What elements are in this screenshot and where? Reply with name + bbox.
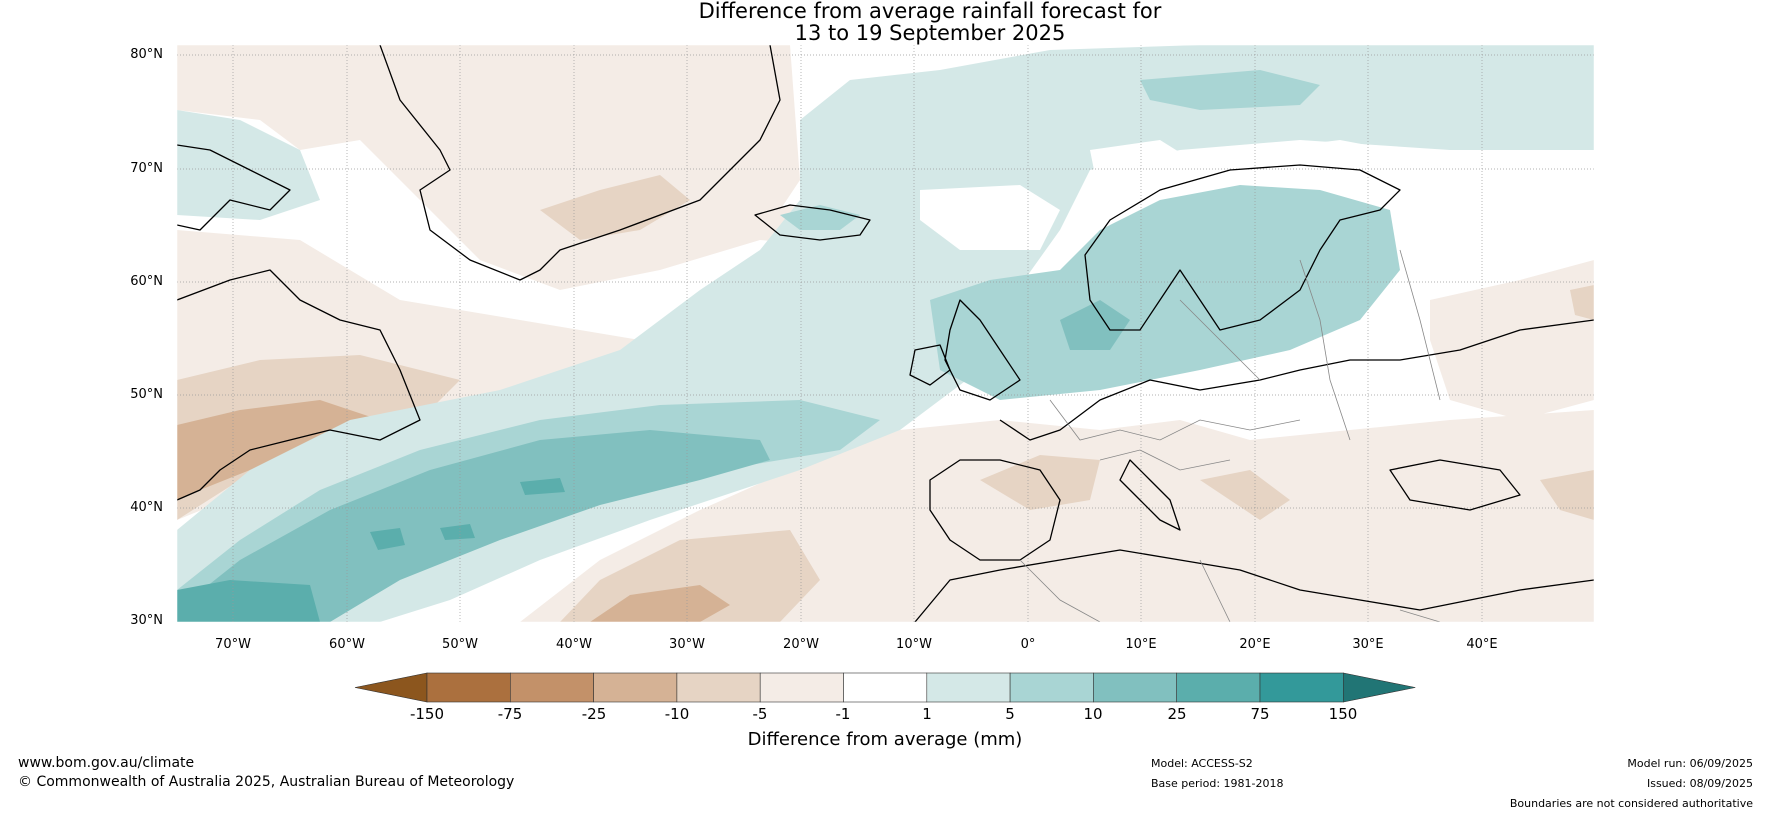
country-borders xyxy=(1019,249,1441,622)
dry-region-spain xyxy=(980,455,1100,510)
wet-region-cell-1 xyxy=(520,478,565,495)
dry-region-greenland-east xyxy=(540,175,690,240)
wet-region-svalbard xyxy=(1140,70,1320,110)
footer-disclaimer: Boundaries are not considered authoritat… xyxy=(1509,797,1753,810)
colorbar-title: Difference from average (mm) xyxy=(747,729,1023,750)
coast-labrador xyxy=(177,269,421,501)
colorbar-tick-label: -10 xyxy=(664,705,690,723)
wet-region-subtropical-core xyxy=(177,430,770,622)
coast-baffin xyxy=(177,144,291,231)
colorbar-tick-label: -25 xyxy=(581,705,607,723)
lon-label-10e: 10°E xyxy=(1125,637,1157,652)
lon-label-10w: 10°W xyxy=(896,637,932,652)
neutral-zone-norway-sea xyxy=(1260,140,1460,180)
lon-label-50w: 50°W xyxy=(442,637,478,652)
colorbar-tick-label: 75 xyxy=(1250,705,1270,723)
coast-iceland xyxy=(754,204,871,241)
wet-region-cell-2 xyxy=(370,528,405,550)
map-title-line1: Difference from average rainfall forecas… xyxy=(698,0,1162,23)
coast-africa xyxy=(914,549,1594,622)
colorbar-segment xyxy=(1093,672,1178,703)
lon-label-40e: 40°E xyxy=(1466,637,1498,652)
coast-ireland xyxy=(909,344,951,386)
dry-region-russia xyxy=(1430,260,1594,420)
colorbar-segment xyxy=(426,672,511,703)
colorbar-tick-label: 5 xyxy=(1005,705,1015,723)
colorbar-tick-label: 10 xyxy=(1083,705,1103,723)
colorbar-tick-label: 1 xyxy=(922,705,932,723)
colorbar-segment xyxy=(1176,672,1261,703)
lon-label-60w: 60°W xyxy=(329,637,365,652)
colorbar-tick-label: -150 xyxy=(409,705,445,723)
lon-label-30w: 30°W xyxy=(669,637,705,652)
lon-label-0: 0° xyxy=(1020,637,1036,652)
colorbar-tick-label: 150 xyxy=(1328,705,1358,723)
colorbar-tick-label: -5 xyxy=(752,705,768,723)
wet-region-labrador xyxy=(177,110,320,220)
footer-model-run: Model run: 06/09/2025 xyxy=(1627,757,1753,770)
colorbar-segment xyxy=(593,672,678,703)
dry-region-subtropics-core xyxy=(590,585,730,622)
coast-uk xyxy=(944,299,1021,401)
coast-iberia xyxy=(929,459,1061,561)
dry-region-black-sea xyxy=(1540,470,1594,520)
lat-label-30: 30°N xyxy=(130,613,163,628)
lat-label-50: 50°N xyxy=(130,387,163,402)
lat-label-40: 40°N xyxy=(130,500,163,515)
lon-label-20e: 20°E xyxy=(1239,637,1271,652)
dry-region-balkans xyxy=(1200,470,1290,520)
footer-base-period: Base period: 1981-2018 xyxy=(1151,777,1284,790)
lat-label-80: 80°N xyxy=(130,47,163,62)
dry-region-greenland xyxy=(177,45,800,290)
wet-region-north-sea xyxy=(1060,300,1130,350)
wet-region-subtropical-peak xyxy=(177,580,320,622)
dry-region-labrador-core xyxy=(177,400,380,500)
colorbar-tick-label: 25 xyxy=(1167,705,1187,723)
lat-label-60: 60°N xyxy=(130,274,163,289)
wet-region-cell-3 xyxy=(440,524,475,540)
colorbar-segment xyxy=(1009,672,1094,703)
coastlines xyxy=(177,45,1594,622)
colorbar-extend-low xyxy=(354,672,428,703)
lon-label-20w: 20°W xyxy=(783,637,819,652)
colorbar-tick-label: -1 xyxy=(835,705,851,723)
coast-italy xyxy=(1119,459,1181,531)
colorbar-segment xyxy=(843,672,928,703)
lon-label-40w: 40°W xyxy=(556,637,592,652)
neutral-zone-arctic xyxy=(1090,140,1200,180)
footer-model: Model: ACCESS-S2 xyxy=(1151,757,1253,770)
footer-copyright: © Commonwealth of Australia 2025, Austra… xyxy=(18,774,515,790)
colorbar-segment xyxy=(1259,672,1344,703)
colorbar-segment xyxy=(676,672,761,703)
coast-scandinavia xyxy=(1084,164,1401,331)
neutral-zone-midatlantic xyxy=(920,185,1060,250)
coast-black-sea xyxy=(1389,459,1521,511)
colorbar-extend-high xyxy=(1343,672,1416,703)
colorbar-segment xyxy=(926,672,1011,703)
graticule xyxy=(177,45,1594,622)
footer-website: www.bom.gov.au/climate xyxy=(18,755,195,771)
lat-label-70: 70°N xyxy=(130,161,163,176)
lon-label-30e: 30°E xyxy=(1352,637,1384,652)
colorbar-segment xyxy=(759,672,844,703)
lon-label-70w: 70°W xyxy=(215,637,251,652)
wet-region-iceland xyxy=(780,205,860,230)
colorbar-tick-label: -75 xyxy=(497,705,523,723)
map-title-line2: 13 to 19 September 2025 xyxy=(794,21,1066,45)
footer-issued: Issued: 08/09/2025 xyxy=(1646,777,1753,790)
colorbar xyxy=(354,672,1416,703)
map-frame xyxy=(176,44,1595,623)
dry-region-ural xyxy=(1570,285,1594,320)
colorbar-segment xyxy=(509,672,594,703)
coast-greenland xyxy=(379,45,781,281)
